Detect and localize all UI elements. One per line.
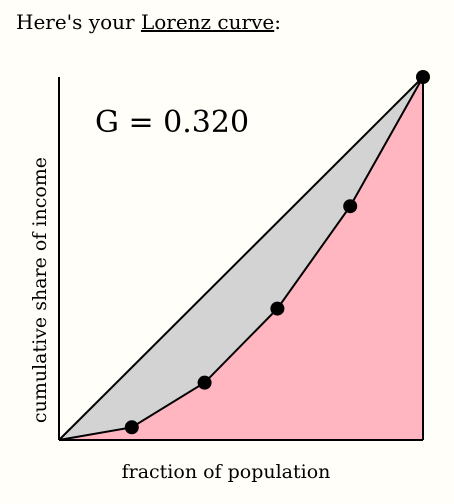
y-axis-label: cumulative share of income bbox=[29, 157, 51, 423]
lorenz-curve bbox=[58, 76, 424, 441]
data-point bbox=[270, 301, 285, 316]
area-under-curve bbox=[59, 77, 423, 440]
gini-annotation: G = 0.320 bbox=[95, 105, 249, 140]
intro-suffix: : bbox=[274, 10, 281, 34]
data-points bbox=[124, 70, 430, 435]
intro-text: Here's your Lorenz curve: bbox=[16, 8, 281, 36]
x-axis-label: fraction of population bbox=[122, 461, 331, 483]
equality-line bbox=[58, 76, 424, 441]
intro-prefix: Here's your bbox=[16, 10, 141, 34]
data-point bbox=[343, 199, 358, 214]
lorenz-curve-link[interactable]: Lorenz curve bbox=[140, 10, 275, 34]
data-point bbox=[124, 420, 139, 435]
data-point bbox=[197, 375, 212, 390]
data-point bbox=[416, 70, 430, 84]
